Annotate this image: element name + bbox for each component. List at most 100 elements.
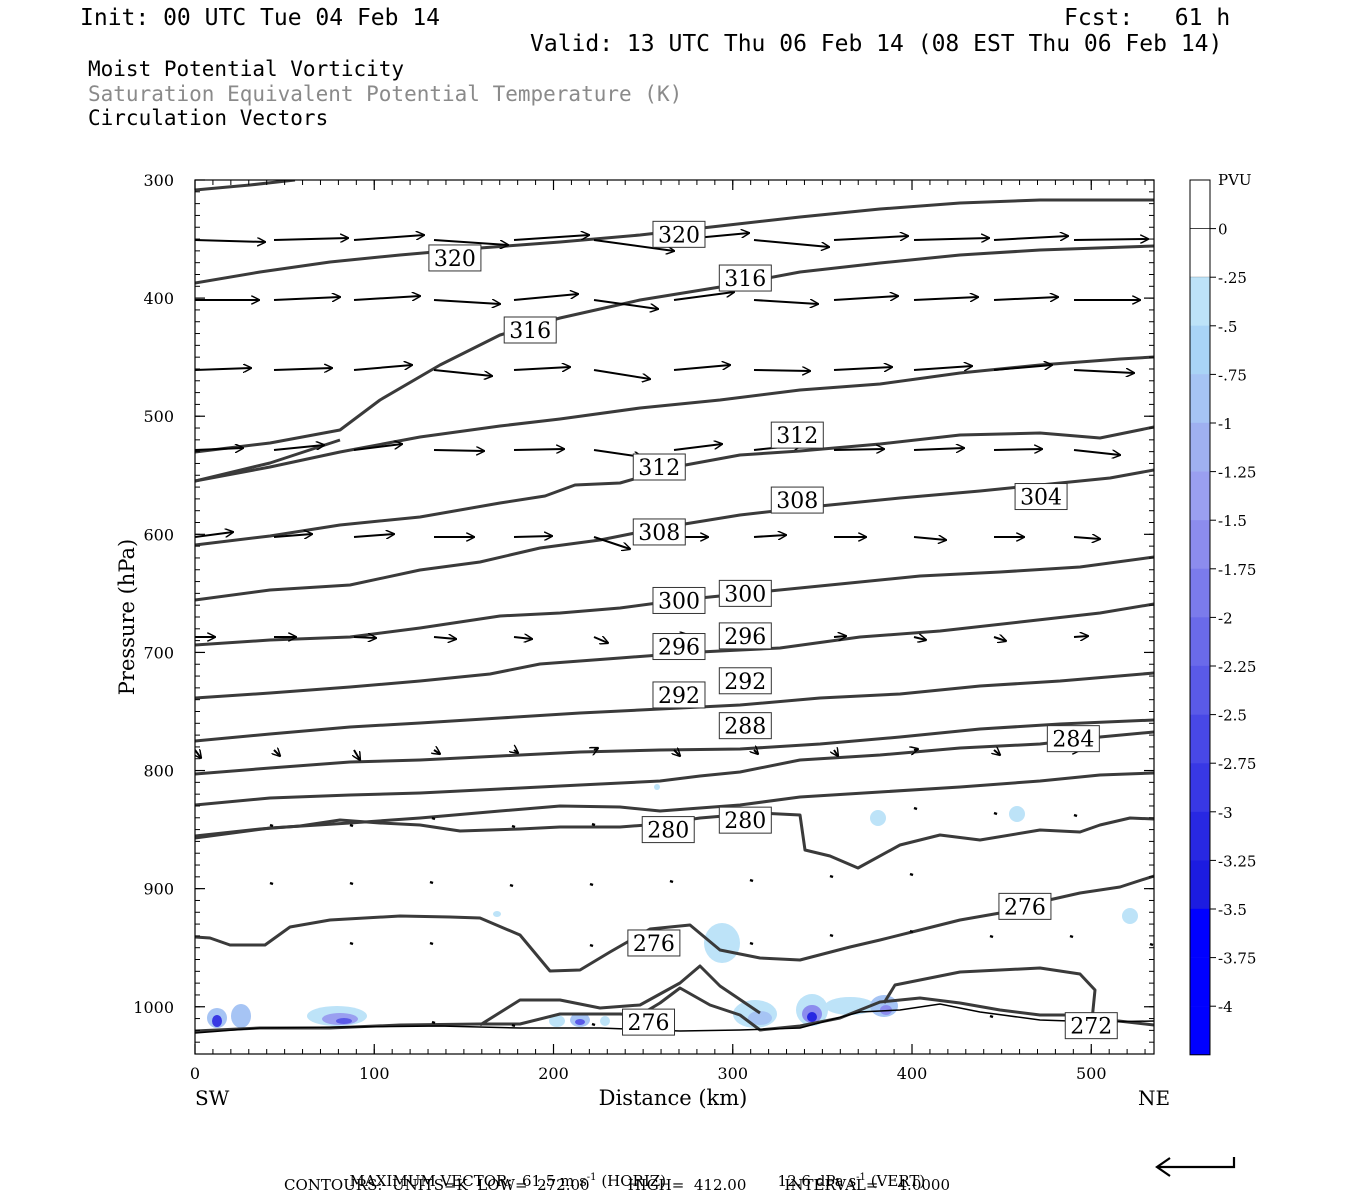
x-tick-label: 100 — [359, 1064, 390, 1083]
circulation-vector — [353, 235, 424, 241]
circulation-vector — [434, 750, 440, 754]
circulation-vector — [589, 943, 594, 948]
circulation-vector — [749, 941, 754, 946]
max-vert-tag: (VERT) — [870, 1172, 926, 1190]
y-tick-label: 300 — [143, 171, 174, 190]
circulation-vector — [754, 750, 758, 754]
contour-label-box — [622, 1008, 676, 1036]
contour-label: 312 — [638, 456, 680, 481]
circulation-vector — [913, 637, 926, 640]
y-tick-label: 700 — [143, 643, 174, 662]
x-tick-label: 500 — [1076, 1064, 1107, 1083]
circulation-vector — [431, 1020, 436, 1025]
contour-label-box — [1014, 483, 1068, 511]
colorbar-tick-label: -.25 — [1218, 269, 1247, 287]
circulation-vector — [1073, 636, 1088, 637]
contour-label: 288 — [724, 715, 766, 740]
circulation-vector — [353, 534, 394, 537]
title-mpv: Moist Potential Vorticity — [88, 57, 405, 81]
circulation-vector — [753, 239, 829, 247]
circulation-vector — [269, 823, 274, 828]
contour-label: 300 — [658, 589, 700, 614]
y-axis-label: Pressure (hPa) — [115, 539, 139, 695]
title-vectors: Circulation Vectors — [88, 106, 329, 130]
circulation-vector — [591, 1022, 596, 1027]
circulation-vector — [593, 299, 658, 309]
contour-label: 280 — [724, 809, 766, 834]
contour-label-box — [718, 667, 772, 695]
circulation-vector — [195, 532, 233, 538]
max-horiz-exp: -1 — [586, 1172, 597, 1183]
circulation-vector — [433, 369, 492, 376]
terrain-line — [195, 1003, 1154, 1034]
circulation-vector — [593, 369, 650, 379]
contour-label: 296 — [724, 625, 766, 650]
circulation-vector — [433, 239, 508, 245]
circulation-vector — [593, 536, 630, 549]
colorbar-segment — [1189, 422, 1211, 472]
circulation-vector — [913, 537, 946, 540]
colorbar-segment — [1189, 228, 1211, 278]
x-tick-label: 400 — [897, 1064, 928, 1083]
circulation-vector — [833, 449, 884, 450]
circulation-vector — [274, 750, 280, 756]
contour-label: 284 — [1052, 728, 1094, 753]
circulation-vector — [273, 238, 348, 240]
circulation-vector — [989, 1014, 994, 1019]
colorbar-tick-label: -1.5 — [1218, 512, 1247, 530]
colorbar-segment — [1189, 860, 1211, 910]
circulation-vector — [753, 370, 810, 371]
circulation-vector — [833, 367, 892, 370]
circulation-vector — [429, 880, 434, 885]
circulation-vector — [914, 749, 918, 750]
theta-e-contours-low — [195, 811, 1154, 1033]
forecast-hour: Fcst: 61 h — [1064, 5, 1231, 31]
colorbar-tick-label: 0 — [1218, 221, 1228, 239]
colorbar-tick-label: -3.5 — [1218, 901, 1247, 919]
circulation-vector — [273, 297, 340, 300]
contour-label-box — [632, 453, 686, 481]
x-axis-left-end: SW — [195, 1086, 230, 1110]
circulation-vector — [431, 816, 436, 821]
circulation-vector — [514, 750, 518, 753]
circulation-vector — [593, 239, 674, 251]
circulation-vector — [273, 368, 332, 370]
contour-label: 276 — [1004, 895, 1046, 920]
contour-label-box — [718, 806, 772, 834]
y-tick-label: 800 — [143, 762, 174, 781]
max-vert-exp: -1 — [856, 1172, 866, 1183]
colorbar-segment — [1189, 325, 1211, 375]
y-tick-label: 500 — [143, 407, 174, 426]
colorbar-segment — [1189, 179, 1211, 229]
y-tick-label: 900 — [143, 880, 174, 899]
colorbar-segment — [1189, 908, 1211, 958]
footer-max-vector: MAXIMUM VECTOR: 61.5 m s-1 (HORIZ) — [340, 1158, 667, 1189]
circulation-vector — [669, 879, 674, 884]
contour-label-box — [770, 486, 824, 514]
circulation-vector — [273, 445, 324, 451]
colorbar-segment — [1189, 665, 1211, 715]
colorbar-segment — [1189, 957, 1211, 1007]
circulation-vector — [753, 299, 818, 304]
title-thetae: Saturation Equivalent Potential Temperat… — [88, 82, 683, 106]
contour-label: 276 — [633, 932, 675, 957]
circulation-vector — [673, 292, 734, 301]
circulation-vector — [993, 449, 1042, 450]
circulation-vector — [1149, 942, 1154, 947]
circulation-vector — [349, 941, 354, 946]
circulation-vector — [993, 365, 1052, 371]
circulation-vector — [829, 933, 834, 938]
colorbar-tick-label: -2 — [1218, 609, 1233, 627]
circulation-vector — [1073, 537, 1100, 539]
circulation-vector — [1073, 239, 1148, 240]
colorbar-segment — [1189, 811, 1211, 861]
contour-label: 292 — [724, 670, 766, 695]
footer-contours: CONTOURS: UNITS=K LOW= 272.00 HIGH= 412.… — [284, 1176, 950, 1194]
pv-colorbar: 0 -.25 -.5 -.75 -1 -1.25 -1.5 -1.75 -2 -2.25 -2.5 -… — [1189, 179, 1256, 1056]
colorbar-unit: PVU — [1218, 171, 1252, 189]
circulation-vector — [511, 1023, 516, 1028]
colorbar-tick-label: -2.75 — [1218, 755, 1256, 773]
contour-label: 316 — [724, 267, 766, 292]
contour-label: 292 — [658, 684, 700, 709]
y-tick-label: 600 — [143, 525, 174, 544]
